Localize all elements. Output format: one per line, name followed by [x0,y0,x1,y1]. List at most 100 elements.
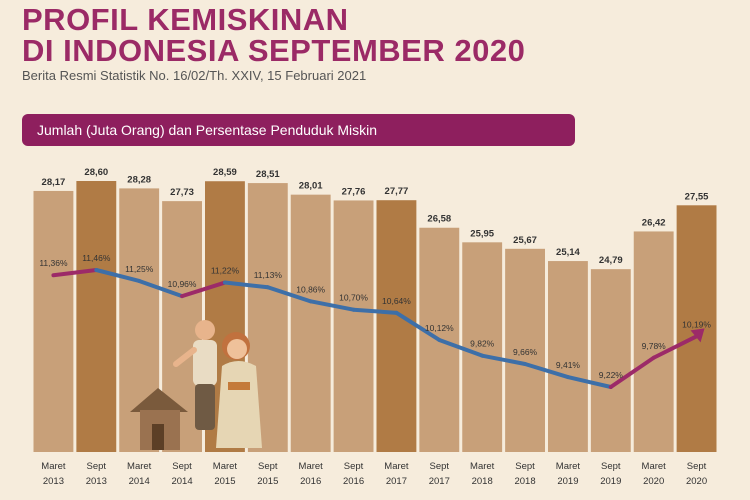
chart-title-banner: Jumlah (Juta Orang) dan Persentase Pendu… [22,114,575,146]
percentage-label-6: 10,86% [296,284,325,294]
bar-value-label-5: 28,51 [256,169,280,180]
x-tick-label-year-8: 2017 [386,476,407,487]
x-tick-label-year-7: 2016 [343,476,364,487]
woman-belt [228,382,250,390]
percentage-line-segment-13 [608,355,656,389]
percentage-label-1: 11,46% [82,253,111,263]
x-tick-label-year-11: 2018 [514,476,535,487]
bar-value-label-7: 27,76 [342,186,366,197]
bar-value-label-1: 28,60 [84,167,108,178]
percentage-line-segment-1 [94,268,142,283]
percentage-label-8: 10,64% [382,296,411,306]
x-tick-label-period-1: Sept [87,461,107,472]
bar-value-label-13: 24,79 [599,255,623,266]
bar-12 [548,261,588,452]
bar-value-label-8: 27,77 [385,186,409,197]
bar-value-label-11: 25,67 [513,235,537,246]
percentage-label-11: 9,66% [513,347,538,357]
x-tick-label-period-12: Maret [556,461,581,472]
man-head [195,320,215,340]
bar-8 [376,200,417,452]
bar-value-label-9: 26,58 [427,214,451,225]
x-tick-label-year-1: 2013 [86,476,107,487]
percentage-line-group [51,268,705,389]
bar-value-label-4: 28,59 [213,167,237,178]
label-group: 28,17 Maret 2013 28,60 Sept 2013 28,28 Maret 201… [39,167,711,487]
bar-value-label-15: 27,55 [685,191,709,202]
x-tick-label-year-3: 2014 [171,476,192,487]
x-tick-label-year-2: 2014 [129,476,150,487]
elderly-couple-illustration [130,320,262,450]
x-tick-label-period-0: Maret [41,461,66,472]
x-tick-label-year-5: 2015 [257,476,278,487]
x-tick-label-year-14: 2020 [643,476,664,487]
woman-face [227,339,247,359]
percentage-label-12: 9,41% [556,360,581,370]
woman-dress [216,361,262,448]
percentage-line-segment-5 [265,285,313,304]
x-tick-label-period-2: Maret [127,461,152,472]
man-trousers [195,384,215,430]
percentage-line-segment-0 [51,268,99,278]
bar-value-label-2: 28,28 [127,174,151,185]
percentage-line-arrowhead [690,328,705,343]
percentage-label-13: 9,22% [599,370,624,380]
percentage-line-segment-9 [437,337,485,358]
bar-11 [505,248,545,452]
bar-value-label-12: 25,14 [556,247,580,258]
percentage-line-segment-8 [394,310,442,342]
bar-value-label-0: 28,17 [42,177,66,188]
percentage-label-3: 10,96% [168,279,197,289]
percentage-line-segment-11 [523,362,570,380]
bar-10 [462,242,503,452]
percentage-line-segment-6 [308,299,356,312]
bar-1 [76,181,117,452]
man-arm [173,347,197,367]
x-tick-label-period-11: Sept [515,461,535,472]
x-tick-label-year-4: 2015 [214,476,235,487]
x-tick-label-period-8: Maret [384,461,409,472]
percentage-line-segment-10 [480,353,528,367]
house-roof [130,388,188,412]
title-line-1: PROFIL KEMISKINAN [22,2,349,37]
x-tick-label-year-6: 2016 [300,476,321,487]
bar-6 [290,194,331,452]
bar-value-label-10: 25,95 [470,228,494,239]
percentage-label-2: 11,25% [125,264,154,274]
x-tick-label-period-6: Maret [299,461,324,472]
percentage-label-4: 11,22% [211,266,240,276]
bar-7 [333,200,374,452]
percentage-line-segment-3 [180,280,227,299]
percentage-label-5: 11,13% [254,270,283,280]
x-tick-label-period-13: Sept [601,461,621,472]
x-tick-label-period-4: Maret [213,461,238,472]
page-title: PROFIL KEMISKINAN DI INDONESIA SEPTEMBER… [22,4,525,66]
house-door [152,424,164,450]
x-tick-label-period-14: Maret [642,461,667,472]
percentage-label-14: 9,78% [642,341,667,351]
x-tick-label-year-0: 2013 [43,476,64,487]
percentage-line-segment-7 [351,307,399,315]
bar-0 [33,190,74,452]
title-line-2: DI INDONESIA SEPTEMBER 2020 [22,33,526,68]
x-tick-label-year-9: 2017 [429,476,450,487]
x-tick-label-year-13: 2019 [600,476,621,487]
x-tick-label-period-15: Sept [687,461,707,472]
bar-group [33,181,717,453]
x-tick-label-period-10: Maret [470,461,495,472]
percentage-line-segment-2 [137,278,185,299]
bar-value-label-3: 27,73 [170,187,194,198]
bar-15 [676,205,717,452]
x-tick-label-year-10: 2018 [472,476,493,487]
x-tick-label-period-5: Sept [258,461,278,472]
percentage-label-15: 10,19% [682,319,711,329]
man-shirt [193,340,217,386]
percentage-line-segment-14 [651,334,699,360]
page-subtitle: Berita Resmi Statistik No. 16/02/Th. XXI… [22,68,367,83]
percentage-label-10: 9,82% [470,339,495,349]
x-tick-label-year-12: 2019 [557,476,578,487]
bar-13 [590,269,631,452]
x-tick-label-period-3: Sept [172,461,192,472]
x-tick-label-period-7: Sept [344,461,364,472]
